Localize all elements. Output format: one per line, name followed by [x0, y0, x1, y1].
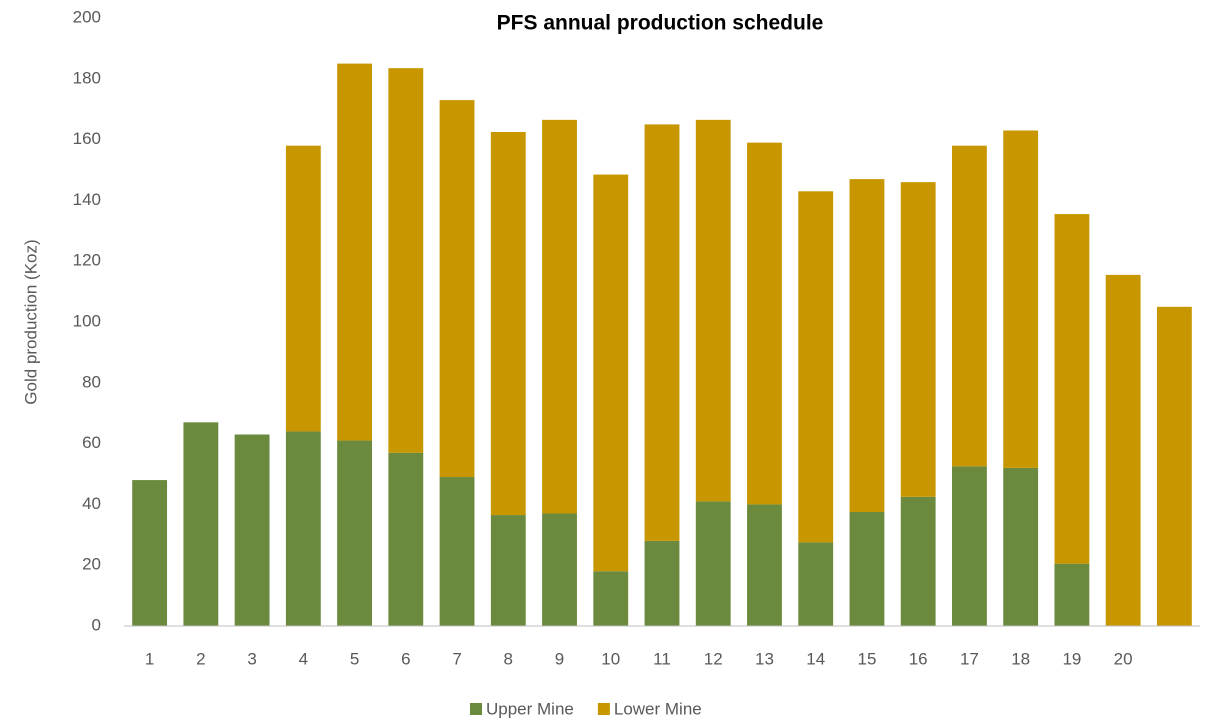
y-tick-label: 120 [73, 251, 101, 270]
legend-swatch [470, 703, 482, 715]
bar-segment [1003, 467, 1039, 626]
x-tick-label: 4 [299, 649, 308, 668]
bar-segment [644, 540, 680, 626]
x-tick-label: 3 [247, 649, 256, 668]
y-tick-label: 40 [82, 494, 101, 513]
bar-segment [388, 68, 424, 453]
bar-segment [285, 145, 321, 432]
bar-segment [593, 571, 629, 626]
bar-segment [439, 100, 475, 478]
x-tick-label: 13 [755, 649, 774, 668]
bar-segment [337, 63, 372, 441]
legend-label: Lower Mine [614, 699, 702, 718]
bar-segment [542, 513, 577, 626]
y-tick-label: 20 [82, 555, 101, 574]
y-tick-label: 80 [82, 372, 101, 391]
bar-segment [132, 480, 168, 626]
x-tick-label: 19 [1062, 649, 1081, 668]
x-tick-label: 5 [350, 649, 359, 668]
bar-segment [952, 466, 987, 626]
x-tick-label: 6 [401, 649, 410, 668]
x-tick-label: 15 [857, 649, 876, 668]
x-tick-label: 7 [452, 649, 461, 668]
y-tick-label: 100 [73, 311, 101, 330]
bar-segment [1054, 214, 1090, 564]
bar-segment [952, 145, 987, 467]
bar-segment [1054, 563, 1090, 626]
bar-segment [747, 504, 782, 626]
y-tick-label: 60 [82, 433, 101, 452]
y-tick-label: 0 [92, 615, 101, 634]
bar-segment [234, 434, 270, 626]
bar-segment [337, 440, 372, 626]
bar-segment [900, 496, 936, 626]
y-axis-label: Gold production (Koz) [21, 239, 40, 404]
bar-segment [593, 174, 629, 572]
x-tick-label: 17 [960, 649, 979, 668]
bar-segment [183, 422, 219, 626]
bar-segment [849, 179, 885, 512]
bar-segment [798, 542, 834, 626]
bar-segment [490, 132, 526, 516]
bar-segment [285, 431, 321, 626]
bar-segment [849, 512, 885, 626]
x-tick-label: 16 [909, 649, 928, 668]
bar-segment [439, 477, 475, 626]
bar-segment [644, 124, 680, 541]
x-tick-label: 11 [653, 649, 671, 668]
bar-segment [1003, 130, 1039, 468]
x-tick-label: 1 [145, 649, 154, 668]
chart-title: PFS annual production schedule [497, 12, 824, 35]
legend-label: Upper Mine [486, 699, 574, 718]
x-tick-label: 8 [504, 649, 513, 668]
x-tick-label: 18 [1011, 649, 1030, 668]
bar-segment [1105, 274, 1141, 626]
legend-swatch [597, 703, 610, 715]
x-tick-label: 10 [601, 649, 620, 668]
y-tick-label: 180 [73, 68, 101, 87]
x-tick-label: 20 [1114, 649, 1133, 668]
bar-segment [1156, 306, 1192, 626]
y-tick-label: 160 [73, 129, 101, 148]
bar-segment [388, 452, 424, 626]
y-tick-label: 200 [73, 7, 101, 26]
x-tick-label: 12 [704, 649, 723, 668]
x-tick-label: 9 [555, 649, 564, 668]
bar-segment [695, 501, 731, 626]
bar-segment [695, 119, 731, 502]
bar-segment [798, 191, 834, 543]
bar-segment [747, 142, 782, 505]
bar-segment [542, 119, 577, 514]
x-tick-label: 2 [196, 649, 205, 668]
x-tick-label: 14 [806, 649, 825, 668]
bar-segment [490, 515, 526, 626]
y-tick-label: 140 [73, 190, 101, 209]
bar-segment [900, 182, 936, 497]
